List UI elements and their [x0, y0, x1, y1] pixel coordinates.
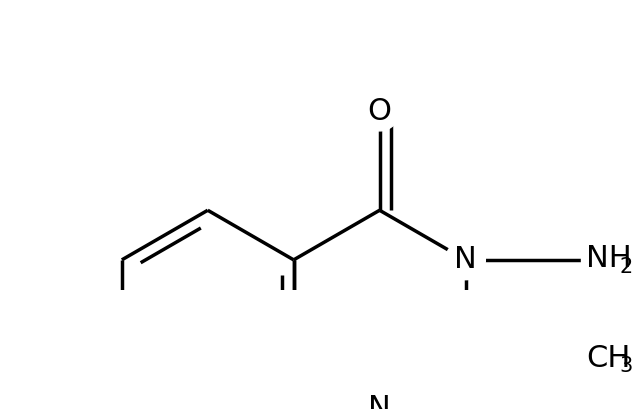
Text: 2: 2	[620, 257, 632, 277]
Circle shape	[360, 389, 399, 409]
Text: O: O	[367, 97, 392, 126]
Text: 3: 3	[620, 356, 632, 376]
Bar	[581, 331, 640, 387]
Circle shape	[360, 91, 399, 131]
Text: CH: CH	[586, 344, 630, 373]
Bar	[581, 232, 640, 288]
Text: N: N	[454, 245, 477, 274]
Circle shape	[445, 240, 485, 280]
Text: N: N	[368, 394, 391, 409]
Text: NH: NH	[586, 244, 632, 273]
